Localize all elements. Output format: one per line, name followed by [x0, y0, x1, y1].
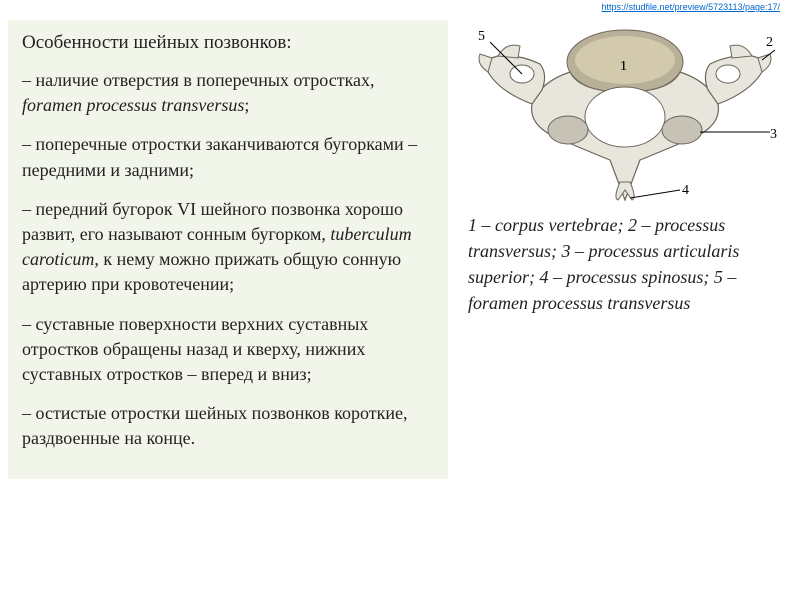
feature-item-3: – передний бугорок VI шейного позвонка х… [22, 197, 434, 298]
latin-term: foramen processus transversus [22, 95, 244, 115]
feature-item-5: – остистые отростки шейных позвонков кор… [22, 401, 434, 451]
diagram-label-4: 4 [682, 183, 689, 198]
feature-item-4: – суставные поверхности верхних суставны… [22, 312, 434, 388]
feature-item-1: – наличие отверстия в поперечных отростк… [22, 68, 434, 118]
diagram-label-2: 2 [766, 35, 773, 50]
diagram-caption: 1 – corpus vertebrae; 2 – processus tran… [468, 212, 788, 316]
text: – наличие отверстия в поперечных отростк… [22, 70, 375, 90]
panel-heading: Особенности шейных позвонков: [22, 32, 434, 54]
feature-item-2: – поперечные отростки заканчиваются буго… [22, 132, 434, 182]
diagram-label-1: 1 [620, 59, 627, 74]
diagram-label-3: 3 [770, 127, 777, 142]
text: ; [244, 95, 249, 115]
vertebra-diagram: 1 2 3 4 5 1 [470, 12, 780, 202]
features-panel: Особенности шейных позвонков: – наличие … [8, 20, 448, 479]
diagram-label-5: 5 [478, 29, 485, 44]
source-url[interactable]: https://studfile.net/preview/5723113/pag… [602, 2, 780, 12]
